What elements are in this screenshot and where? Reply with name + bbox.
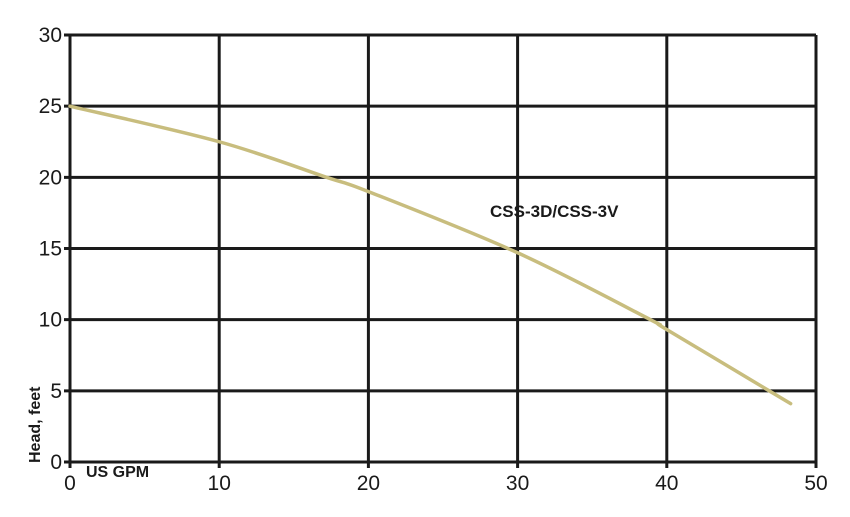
x-tick-label: 30 <box>506 472 529 495</box>
y-tick-label: 0 <box>50 451 62 474</box>
y-tick-label: 10 <box>39 309 62 332</box>
x-axis-label: US GPM <box>86 464 149 481</box>
x-tick-label: 10 <box>208 472 231 495</box>
x-tick-label: 50 <box>804 472 827 495</box>
series-label: CSS-3D/CSS-3V <box>490 202 619 221</box>
tick-labels: 0 10 20 30 40 50 0 5 10 15 20 25 30 <box>39 24 828 495</box>
y-axis-label: Head, feet <box>27 386 44 463</box>
y-tick-label: 5 <box>50 380 62 403</box>
y-tick-label: 20 <box>39 166 62 189</box>
grid <box>64 33 818 468</box>
x-tick-label: 40 <box>655 472 678 495</box>
x-tick-label: 20 <box>357 472 380 495</box>
y-tick-label: 30 <box>39 24 62 47</box>
y-tick-label: 25 <box>39 95 62 118</box>
x-tick-label: 0 <box>64 472 76 495</box>
series-line-css-3d-css-3v <box>68 104 793 406</box>
y-tick-label: 15 <box>39 238 62 261</box>
